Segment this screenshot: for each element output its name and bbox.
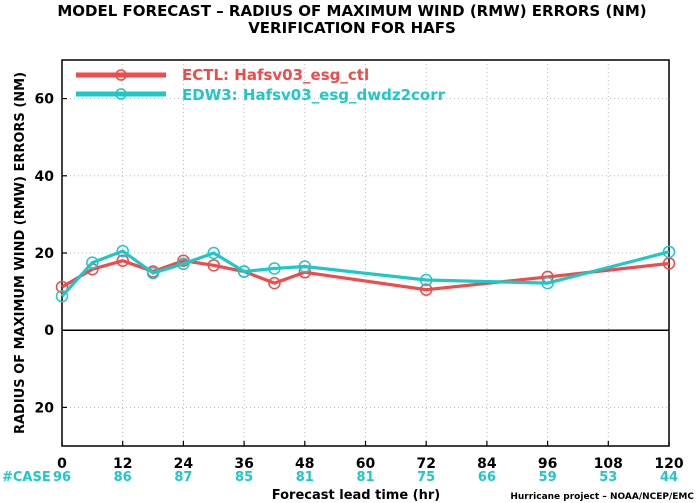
credit-text: Hurricane project – NOAA/NCEP/EMC xyxy=(510,492,694,502)
case-count: 96 xyxy=(53,470,71,485)
gridlines xyxy=(62,60,669,446)
x-tick-label: 24 xyxy=(174,456,194,472)
series-line-1 xyxy=(60,249,670,298)
legend: ECTL: Hafsv03_esg_ctl EDW3: Hafsv03_esg_… xyxy=(76,66,446,104)
series-point xyxy=(177,257,190,271)
x-tick-label: 12 xyxy=(113,456,132,472)
x-axis-title: Forecast lead time (hr) xyxy=(272,488,440,503)
case-count: 75 xyxy=(417,470,435,485)
case-count: 66 xyxy=(478,470,496,485)
x-tick-label: 36 xyxy=(234,456,253,472)
y-tick-label: 20 xyxy=(35,400,55,416)
case-count-row: 96 86 87 85 81 81 75 66 59 53 44 xyxy=(53,470,678,485)
series-point xyxy=(55,289,69,303)
x-tick-label: 96 xyxy=(538,456,557,472)
case-count: 44 xyxy=(660,470,678,485)
x-axis: 0 12 24 36 48 60 72 84 96 108 120 xyxy=(57,441,684,472)
x-tick-label: 84 xyxy=(477,456,497,472)
series-point xyxy=(419,273,433,287)
series-point xyxy=(541,276,554,290)
series-point xyxy=(86,256,99,269)
y-axis-title: RADIUS OF MAXIMUM WIND (RMW) ERRORS (NM) xyxy=(13,72,28,434)
case-count: 87 xyxy=(174,470,192,485)
series-group xyxy=(55,244,676,303)
series-point xyxy=(207,259,220,272)
case-label: #CASE xyxy=(2,470,51,485)
legend-marker-edw3 xyxy=(115,88,127,100)
case-count: 53 xyxy=(599,470,617,485)
series-point xyxy=(237,265,251,278)
chart-title: MODEL FORECAST – RADIUS OF MAXIMUM WIND … xyxy=(57,2,646,20)
x-tick-label: 48 xyxy=(295,456,314,472)
series-point xyxy=(268,262,281,275)
series-point xyxy=(268,276,281,290)
case-count: 86 xyxy=(114,470,132,485)
case-count: 85 xyxy=(235,470,253,485)
x-tick-label: 72 xyxy=(416,456,435,472)
legend-label-ectl: ECTL: Hafsv03_esg_ctl xyxy=(182,66,369,84)
y-tick-label: 40 xyxy=(35,169,55,185)
x-tick-label: 0 xyxy=(57,456,67,472)
legend-label-edw3: EDW3: Hafsv03_esg_dwdz2corr xyxy=(182,86,446,104)
y-tick-label: 0 xyxy=(44,323,54,339)
series-point xyxy=(146,266,160,280)
case-count: 59 xyxy=(539,470,557,485)
legend-marker-ectl xyxy=(115,69,127,81)
case-count: 81 xyxy=(296,470,314,485)
x-tick-label: 60 xyxy=(356,456,376,472)
x-tick-label: 120 xyxy=(654,456,683,472)
series-point xyxy=(55,280,69,294)
series-point xyxy=(298,260,312,273)
case-count: 81 xyxy=(356,470,374,485)
series-point xyxy=(116,244,129,258)
series-point xyxy=(207,246,220,260)
y-tick-label: 60 xyxy=(35,92,55,108)
y-axis: 60 40 20 0 20 xyxy=(35,92,67,416)
series-point xyxy=(662,245,676,259)
x-tick-label: 108 xyxy=(594,456,623,472)
y-tick-label: 20 xyxy=(35,246,55,262)
series-point xyxy=(419,283,433,296)
series-point xyxy=(116,254,129,267)
chart-subtitle: VERIFICATION FOR HAFS xyxy=(248,19,456,37)
